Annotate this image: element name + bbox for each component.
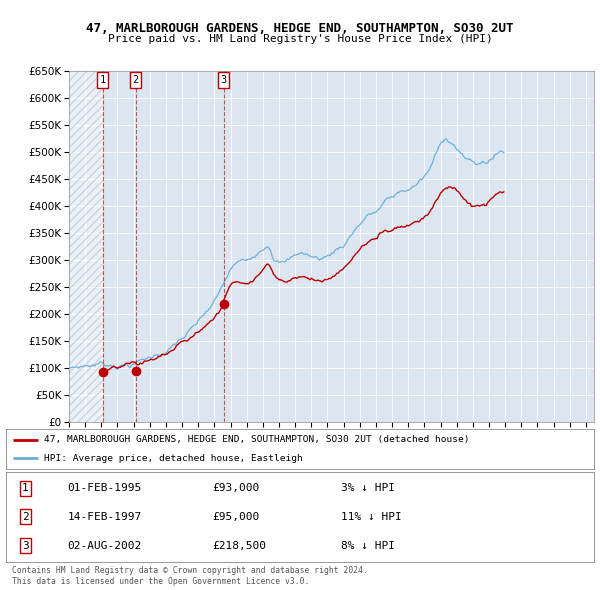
Text: 8% ↓ HPI: 8% ↓ HPI bbox=[341, 540, 395, 550]
Text: 14-FEB-1997: 14-FEB-1997 bbox=[68, 512, 142, 522]
Text: 02-AUG-2002: 02-AUG-2002 bbox=[68, 540, 142, 550]
Text: HPI: Average price, detached house, Eastleigh: HPI: Average price, detached house, East… bbox=[44, 454, 303, 463]
Text: 3% ↓ HPI: 3% ↓ HPI bbox=[341, 483, 395, 493]
Text: £93,000: £93,000 bbox=[212, 483, 259, 493]
Text: 47, MARLBOROUGH GARDENS, HEDGE END, SOUTHAMPTON, SO30 2UT: 47, MARLBOROUGH GARDENS, HEDGE END, SOUT… bbox=[86, 22, 514, 35]
Text: 1: 1 bbox=[22, 483, 29, 493]
Text: £218,500: £218,500 bbox=[212, 540, 266, 550]
Text: Contains HM Land Registry data © Crown copyright and database right 2024.
This d: Contains HM Land Registry data © Crown c… bbox=[12, 566, 368, 586]
Text: 2: 2 bbox=[22, 512, 29, 522]
Text: 3: 3 bbox=[221, 75, 227, 85]
Text: 11% ↓ HPI: 11% ↓ HPI bbox=[341, 512, 402, 522]
Text: 2: 2 bbox=[133, 75, 139, 85]
Text: 47, MARLBOROUGH GARDENS, HEDGE END, SOUTHAMPTON, SO30 2UT (detached house): 47, MARLBOROUGH GARDENS, HEDGE END, SOUT… bbox=[44, 435, 470, 444]
Text: 1: 1 bbox=[100, 75, 106, 85]
Text: 3: 3 bbox=[22, 540, 29, 550]
Bar bbox=[69, 71, 103, 422]
Text: 01-FEB-1995: 01-FEB-1995 bbox=[68, 483, 142, 493]
Text: Price paid vs. HM Land Registry's House Price Index (HPI): Price paid vs. HM Land Registry's House … bbox=[107, 34, 493, 44]
Text: £95,000: £95,000 bbox=[212, 512, 259, 522]
